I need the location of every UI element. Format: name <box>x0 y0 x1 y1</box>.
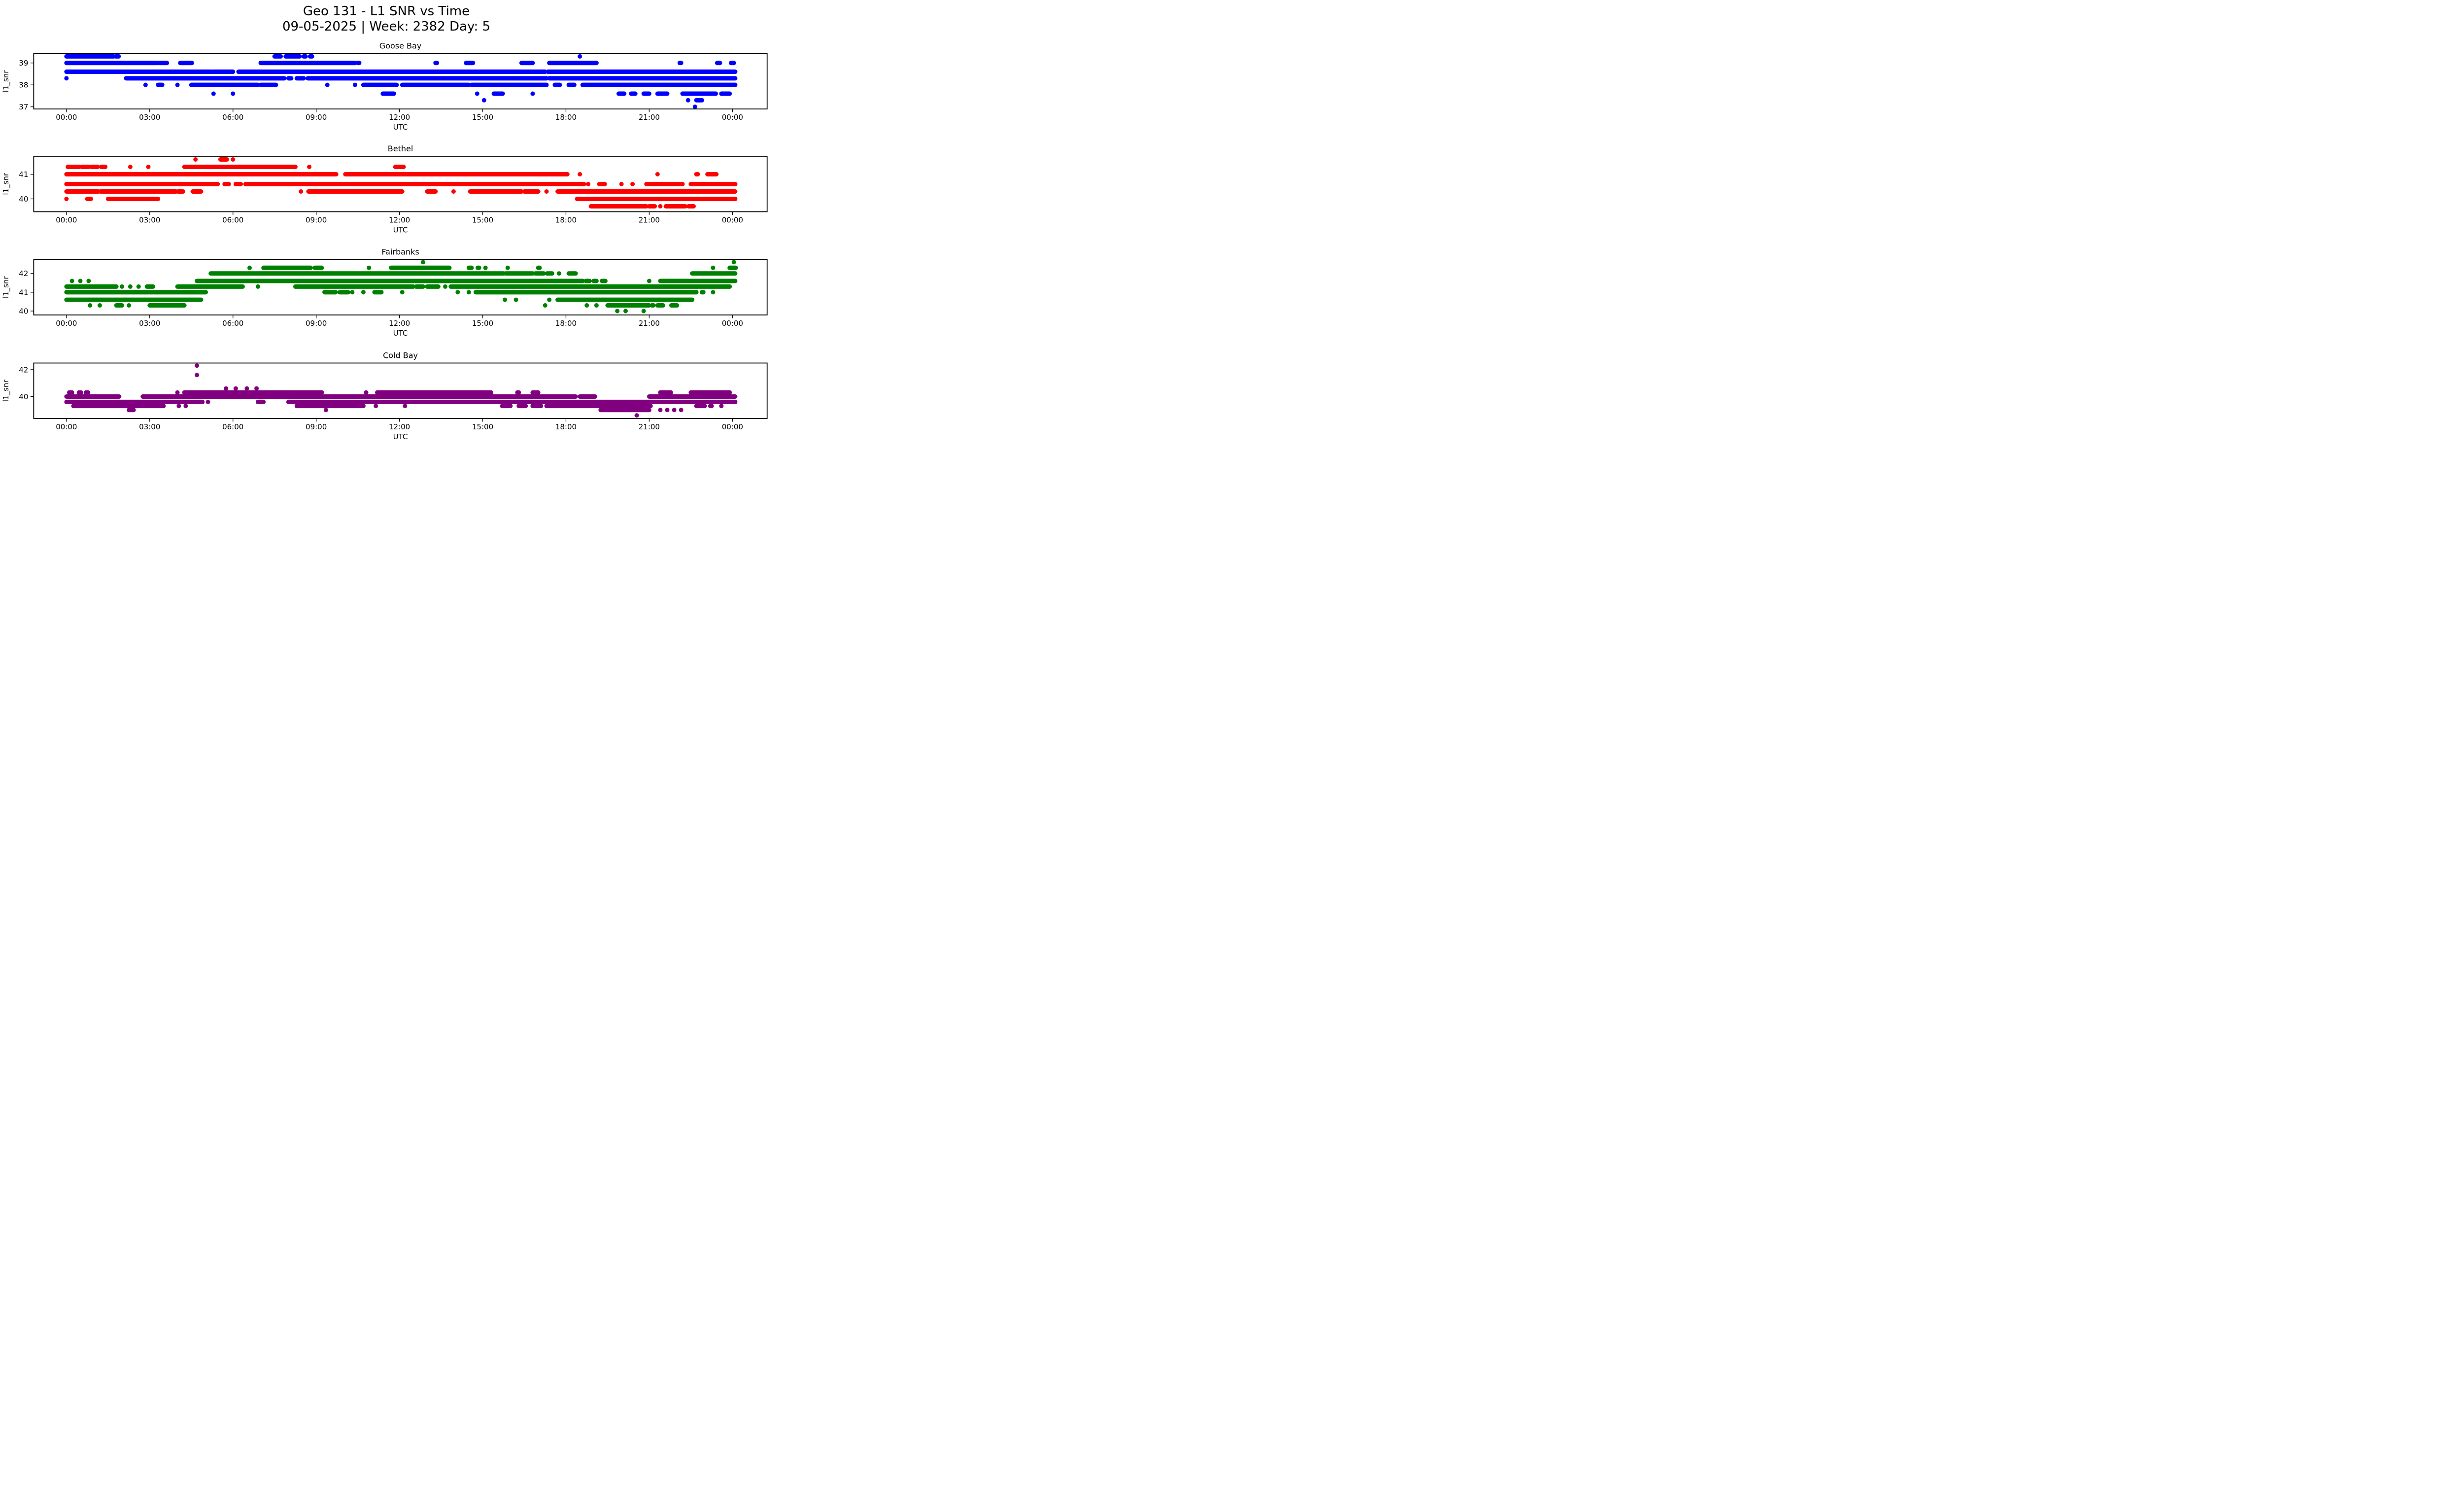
x-tick-label: 18:00 <box>555 319 577 328</box>
y-tick-label: 41 <box>19 288 28 297</box>
y-axis-label: l1_snr <box>1 380 11 402</box>
y-axis-label: l1_snr <box>1 173 11 195</box>
x-tick-label: 15:00 <box>472 216 493 225</box>
y-tick-label: 42 <box>19 269 28 278</box>
x-tick-label: 00:00 <box>722 319 743 328</box>
y-tick-label: 41 <box>19 170 28 179</box>
x-tick-label: 18:00 <box>555 422 577 431</box>
plot-border <box>33 362 768 419</box>
y-tick-label: 40 <box>19 392 28 401</box>
data-layer <box>64 363 738 418</box>
subplot-bethel: Bethel l1_snr 40 41 00:00 03:00 06:00 09:00 12:0… <box>1 144 768 235</box>
plot-border <box>33 156 768 212</box>
x-tick-label: 12:00 <box>389 113 410 122</box>
x-tick-label: 09:00 <box>306 216 327 225</box>
x-tick-label: 00:00 <box>56 113 77 122</box>
x-tick-label: 15:00 <box>472 319 493 328</box>
x-axis-label: UTC <box>393 432 408 441</box>
figure: Geo 131 - L1 SNR vs Time 09-05-2025 | We… <box>0 0 773 449</box>
subplot-title: Cold Bay <box>383 351 418 360</box>
plot-border <box>33 259 768 315</box>
x-tick-label: 12:00 <box>389 319 410 328</box>
data-layer <box>64 157 738 209</box>
x-tick-label: 21:00 <box>639 422 660 431</box>
x-tick-label: 06:00 <box>222 319 243 328</box>
x-tick-label: 06:00 <box>222 216 243 225</box>
subplot-title: Bethel <box>388 144 413 153</box>
x-tick-label: 06:00 <box>222 113 243 122</box>
x-tick-label: 03:00 <box>139 319 160 328</box>
x-tick-label: 00:00 <box>56 422 77 431</box>
x-tick-label: 21:00 <box>639 319 660 328</box>
x-tick-label: 18:00 <box>555 113 577 122</box>
x-tick-label: 21:00 <box>639 113 660 122</box>
data-layer <box>64 260 738 313</box>
y-tick-label: 38 <box>19 81 28 90</box>
y-tick-label: 37 <box>19 103 28 111</box>
x-tick-label: 00:00 <box>722 422 743 431</box>
x-tick-label: 03:00 <box>139 422 160 431</box>
y-axis-label: l1_snr <box>1 70 11 93</box>
y-tick-label: 39 <box>19 59 28 68</box>
subplot-cold-bay: Cold Bay l1_snr 40 42 00:00 03:00 06:00 09:00 12… <box>1 351 768 441</box>
data-layer <box>64 54 738 109</box>
subplot-fairbanks: Fairbanks l1_snr 40 41 42 00:00 03:00 06:00 09:0… <box>1 247 768 338</box>
x-tick-label: 00:00 <box>56 319 77 328</box>
plot-border <box>33 53 768 109</box>
y-axis-label: l1_snr <box>1 276 11 299</box>
subplot-title: Fairbanks <box>381 247 419 257</box>
x-tick-label: 09:00 <box>306 319 327 328</box>
x-tick-label: 15:00 <box>472 422 493 431</box>
x-tick-label: 12:00 <box>389 422 410 431</box>
x-tick-label: 03:00 <box>139 216 160 225</box>
figure-subtitle: 09-05-2025 | Week: 2382 Day: 5 <box>282 19 491 34</box>
y-tick-label: 40 <box>19 195 28 204</box>
chart-svg: Goose Bay l1_snr 37 38 39 00:00 03:00 06:00 09:0… <box>1 41 768 441</box>
x-tick-label: 21:00 <box>639 216 660 225</box>
x-axis-label: UTC <box>393 123 408 132</box>
x-tick-label: 00:00 <box>722 113 743 122</box>
x-tick-label: 18:00 <box>555 216 577 225</box>
x-tick-label: 15:00 <box>472 113 493 122</box>
x-tick-label: 00:00 <box>56 216 77 225</box>
x-tick-label: 09:00 <box>306 113 327 122</box>
figure-title: Geo 131 - L1 SNR vs Time <box>303 4 470 19</box>
x-tick-label: 03:00 <box>139 113 160 122</box>
x-tick-label: 09:00 <box>306 422 327 431</box>
y-tick-label: 40 <box>19 307 28 315</box>
x-axis-label: UTC <box>393 226 408 235</box>
y-tick-label: 42 <box>19 365 28 374</box>
subplot-title: Goose Bay <box>379 41 422 51</box>
x-tick-label: 00:00 <box>722 216 743 225</box>
x-tick-label: 06:00 <box>222 422 243 431</box>
x-tick-label: 12:00 <box>389 216 410 225</box>
x-axis-label: UTC <box>393 329 408 338</box>
subplot-goose-bay: Goose Bay l1_snr 37 38 39 00:00 03:00 06:00 09:0… <box>1 41 768 132</box>
